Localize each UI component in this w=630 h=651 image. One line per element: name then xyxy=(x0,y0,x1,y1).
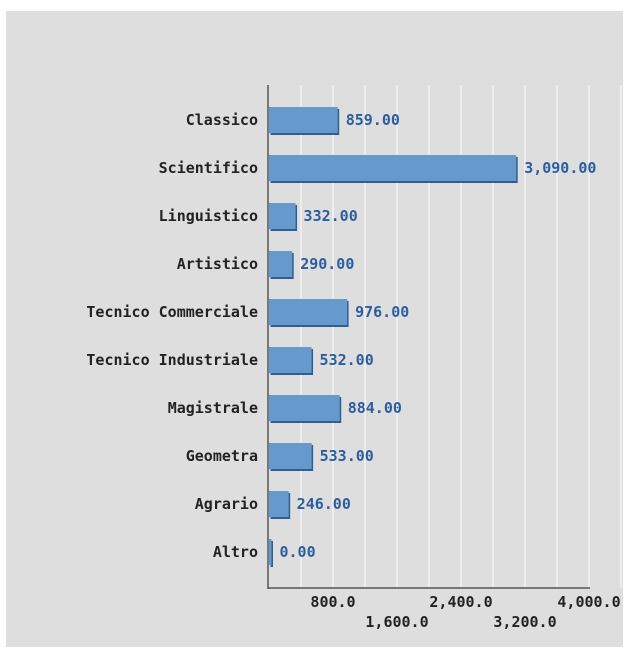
bar-linguistico xyxy=(269,203,298,231)
bar-agrario xyxy=(269,491,291,519)
value-label: 246.00 xyxy=(297,495,351,513)
category-label: Artistico xyxy=(177,255,258,273)
bar-classico xyxy=(269,107,340,135)
bar-face xyxy=(269,539,272,565)
x-tick-label: 3,200.0 xyxy=(493,613,556,631)
category-label: Agrario xyxy=(195,495,258,513)
value-label: 976.00 xyxy=(355,303,409,321)
x-tick-label: 4,000.0 xyxy=(557,593,620,611)
x-tick-label: 1,600.0 xyxy=(365,613,428,631)
bar-artistico xyxy=(269,251,294,279)
value-label: 0.00 xyxy=(280,543,316,561)
bar-face xyxy=(269,203,296,229)
bar-face xyxy=(269,107,338,133)
bar-face xyxy=(269,251,293,277)
bar-magistrale xyxy=(269,395,342,423)
bar-face xyxy=(269,395,340,421)
bar-tecnico-commerciale xyxy=(269,299,349,327)
value-label: 332.00 xyxy=(304,207,358,225)
category-label: Magistrale xyxy=(168,399,258,417)
bar-face xyxy=(269,347,312,373)
category-label: Linguistico xyxy=(159,207,258,225)
x-tick-label: 800.0 xyxy=(310,593,355,611)
bar-face xyxy=(269,299,348,325)
bar-tecnico-industriale xyxy=(269,347,314,375)
category-label: Tecnico Commerciale xyxy=(86,303,258,321)
value-label: 290.00 xyxy=(300,255,354,273)
bar-geometra xyxy=(269,443,314,471)
bar-scientifico xyxy=(269,155,518,183)
value-label: 859.00 xyxy=(346,111,400,129)
bar-face xyxy=(269,443,312,469)
bar-shadow xyxy=(270,541,273,567)
category-label: Tecnico Industriale xyxy=(86,351,258,369)
bar-face xyxy=(269,491,289,517)
value-label: 532.00 xyxy=(320,351,374,369)
bar-face xyxy=(269,155,517,181)
value-label: 3,090.00 xyxy=(524,159,596,177)
value-label: 884.00 xyxy=(348,399,402,417)
bar-altro xyxy=(269,539,273,567)
category-label: Geometra xyxy=(186,447,258,465)
x-tick-label: 2,400.0 xyxy=(429,593,492,611)
category-label: Scientifico xyxy=(159,159,258,177)
category-label: Altro xyxy=(213,543,258,561)
value-label: 533.00 xyxy=(320,447,374,465)
category-label: Classico xyxy=(186,111,258,129)
